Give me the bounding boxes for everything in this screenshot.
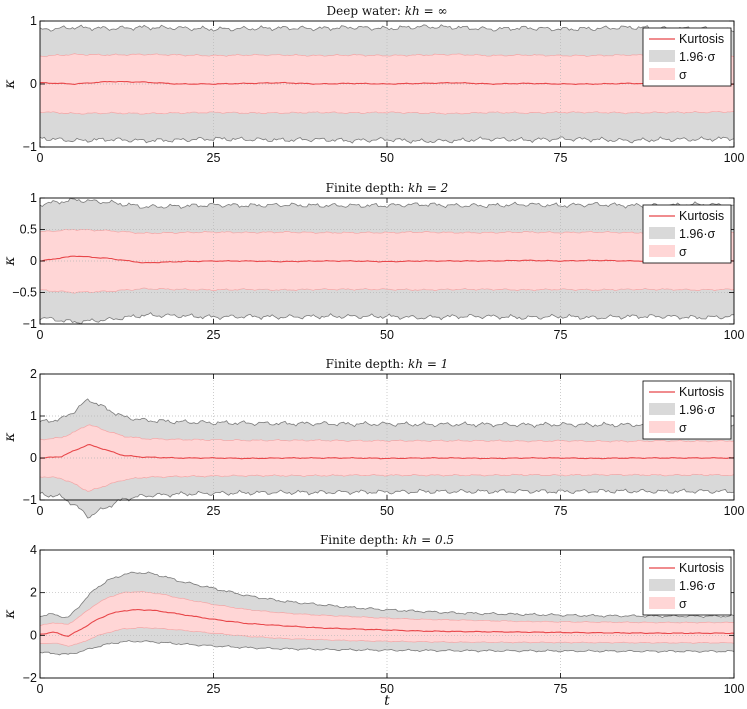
legend-conf-label: 1.96·σ (679, 50, 715, 64)
x-axis-label: t (384, 693, 390, 709)
kurtosis-line (39, 80, 735, 85)
chart-title: Finite depth: kh = 1 (326, 357, 449, 371)
y-axis-label: κ (2, 432, 18, 442)
conf-band-upper-edge (39, 398, 735, 428)
legend-kurtosis-label: Kurtosis (679, 32, 724, 46)
x-tick-label: 25 (207, 504, 221, 518)
y-tick-label: 1 (30, 191, 37, 205)
x-tick-label: 75 (554, 328, 568, 342)
legend-sigma-label: σ (679, 245, 687, 259)
y-tick-label: 1 (30, 14, 37, 28)
y-axis-label: κ (2, 609, 18, 619)
x-tick-label: 0 (37, 504, 44, 518)
y-tick-label: 1 (30, 409, 37, 423)
sigma-band-lower-edge (39, 627, 735, 647)
legend-sigma-swatch (649, 68, 675, 80)
y-tick-label: −1 (23, 317, 37, 331)
chart-title-text: Deep water: (327, 4, 405, 18)
y-tick-label: 4 (30, 543, 37, 557)
y-tick-label: −1 (23, 493, 37, 507)
subplot-2: 0 25 50 75 100 −1 −0.5 0 0.5 1 κ Finite depth: kh =… (2, 181, 744, 342)
x-tick-label: 25 (207, 151, 221, 165)
x-tick-label: 25 (207, 328, 221, 342)
chart-title: Finite depth: kh = 0.5 (320, 533, 454, 547)
legend: Kurtosis 1.96·σ σ (642, 556, 732, 616)
y-axis-label: κ (2, 79, 18, 89)
x-tick-label: 75 (554, 682, 568, 696)
legend-sigma-swatch (649, 597, 675, 609)
kurtosis-line (39, 255, 735, 264)
legend-sigma-label: σ (679, 597, 687, 611)
legend-conf-swatch (649, 227, 675, 239)
x-tick-label: 25 (207, 682, 221, 696)
y-tick-label: −1 (23, 140, 37, 154)
kurtosis-line (39, 608, 735, 637)
legend-kurtosis-label: Kurtosis (679, 561, 724, 575)
y-tick-label: 0.5 (20, 223, 37, 237)
x-tick-label: 100 (724, 504, 745, 518)
chart-title: Deep water: kh = ∞ (327, 4, 448, 18)
x-tick-label: 50 (380, 151, 394, 165)
sigma-band-upper-edge (39, 53, 735, 58)
y-tick-label: −0.5 (12, 286, 37, 300)
legend-conf-label: 1.96·σ (679, 403, 715, 417)
legend-sigma-label: σ (679, 421, 687, 435)
chart-title-math: kh = 0.5 (402, 533, 454, 547)
x-tick-label: 0 (37, 151, 44, 165)
legend-sigma-swatch (649, 245, 675, 257)
legend: Kurtosis 1.96·σ σ (642, 27, 732, 87)
x-tick-label: 50 (380, 682, 394, 696)
chart-title-math: kh = ∞ (405, 4, 448, 18)
x-tick-label: 50 (380, 328, 394, 342)
y-tick-label: 2 (30, 586, 37, 600)
legend-kurtosis-label: Kurtosis (679, 385, 724, 399)
legend: Kurtosis 1.96·σ σ (642, 380, 732, 440)
sigma-band-upper-edge (39, 424, 735, 443)
y-tick-label: 0 (30, 628, 37, 642)
y-tick-label: 0 (30, 451, 37, 465)
y-axis-label: κ (2, 256, 18, 266)
y-tick-label: 2 (30, 367, 37, 381)
sigma-band-lower-edge (39, 287, 735, 294)
x-tick-label: 100 (724, 682, 745, 696)
legend-conf-swatch (649, 403, 675, 415)
legend-kurtosis-label: Kurtosis (679, 209, 724, 223)
legend-conf-swatch (649, 579, 675, 591)
sigma-band-lower-edge (39, 473, 735, 492)
x-tick-label: 75 (554, 151, 568, 165)
x-tick-label: 75 (554, 504, 568, 518)
x-tick-label: 0 (37, 682, 44, 696)
y-tick-label: 0 (30, 254, 37, 268)
x-tick-label: 100 (724, 328, 745, 342)
legend-sigma-swatch (649, 421, 675, 433)
sigma-band-upper-edge (39, 228, 735, 235)
conf-band-upper-edge (39, 571, 735, 619)
chart-title-math: kh = 1 (408, 357, 448, 371)
chart-title-text: Finite depth: (326, 357, 408, 371)
legend: Kurtosis 1.96·σ σ (642, 204, 732, 264)
y-tick-label: −2 (23, 671, 37, 685)
sigma-band-upper-edge (39, 591, 735, 627)
legend-conf-label: 1.96·σ (679, 579, 715, 593)
legend-conf-label: 1.96·σ (679, 227, 715, 241)
x-tick-label: 50 (380, 504, 394, 518)
legend-conf-swatch (649, 50, 675, 62)
sigma-band-lower-edge (39, 111, 735, 115)
legend-sigma-label: σ (679, 68, 687, 82)
x-tick-label: 100 (724, 151, 745, 165)
y-tick-label: 0 (30, 77, 37, 91)
chart-title: Finite depth: kh = 2 (326, 181, 449, 195)
conf-band-lower-edge (39, 136, 735, 144)
x-tick-label: 0 (37, 328, 44, 342)
chart-title-text: Finite depth: (320, 533, 402, 547)
chart-title-text: Finite depth: (326, 181, 408, 195)
kurtosis-line (39, 444, 735, 460)
chart-title-math: kh = 2 (408, 181, 448, 195)
